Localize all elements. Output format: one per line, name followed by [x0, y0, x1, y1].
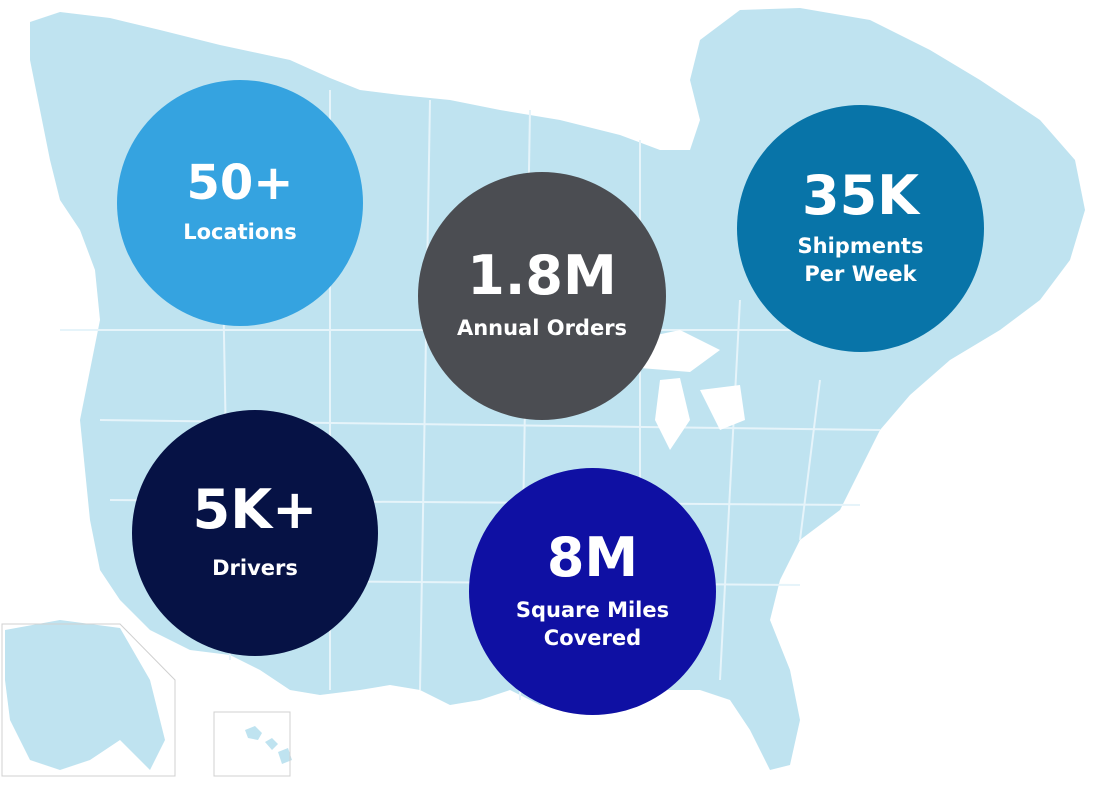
stat-shipments: 35K Shipments Per Week [737, 105, 984, 352]
stat-annual-orders: 1.8M Annual Orders [418, 172, 666, 420]
stat-square-miles: 8M Square Miles Covered [469, 468, 716, 715]
stat-label: Drivers [212, 556, 298, 581]
stat-value: 8M [546, 526, 639, 590]
stat-locations: 50+ Locations [117, 80, 363, 326]
hawaii-landmass [245, 726, 292, 764]
inset-frames [1, 623, 291, 777]
stat-label: Locations [183, 220, 297, 245]
stat-value: 1.8M [467, 244, 617, 308]
stat-value: 35K [802, 164, 919, 228]
stat-drivers: 5K+ Drivers [132, 410, 378, 656]
stat-value: 5K+ [192, 478, 318, 542]
stat-label: Annual Orders [456, 316, 628, 341]
alaska-landmass [5, 620, 165, 770]
stat-label: Shipments Per Week [797, 234, 924, 286]
stat-label: Square Miles Covered [515, 598, 670, 650]
stat-value: 50+ [186, 155, 294, 212]
